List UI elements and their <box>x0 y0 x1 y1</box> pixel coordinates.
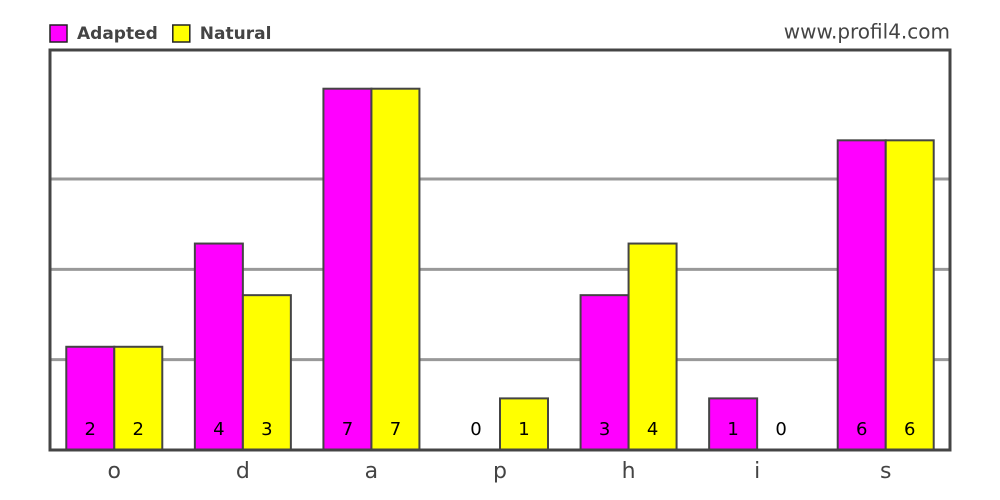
value-label: 2 <box>133 419 144 440</box>
bar <box>627 242 678 451</box>
bar <box>836 139 887 452</box>
x-tick-label: h <box>622 459 636 484</box>
value-label: 2 <box>85 419 96 440</box>
value-label: 6 <box>856 419 867 440</box>
value-label: 7 <box>342 419 353 440</box>
x-tick-label: a <box>365 459 378 484</box>
value-label: 3 <box>599 419 610 440</box>
x-tick-label: i <box>754 459 760 484</box>
value-label: 4 <box>213 419 224 440</box>
bar <box>193 242 244 451</box>
legend-swatch <box>49 24 68 43</box>
value-label: 0 <box>470 419 481 440</box>
plot-frame <box>48 48 952 452</box>
source: www.profil4.com <box>784 20 950 44</box>
bar <box>113 345 164 452</box>
value-label: 1 <box>727 419 738 440</box>
legend-label: Adapted <box>77 24 158 44</box>
value-label: 7 <box>390 419 401 440</box>
x-tick-label: o <box>108 459 121 484</box>
value-label: 6 <box>904 419 915 440</box>
x-tick-label: p <box>493 459 507 484</box>
bar <box>370 87 421 451</box>
bar <box>884 139 935 452</box>
value-label: 0 <box>775 419 786 440</box>
bar <box>708 397 759 451</box>
bar <box>65 345 116 452</box>
legend-label: Natural <box>200 24 272 44</box>
x-tick-label: d <box>236 459 250 484</box>
bar <box>322 87 373 451</box>
value-label: 4 <box>647 419 658 440</box>
value-label: 1 <box>518 419 529 440</box>
legend-swatch <box>172 24 191 43</box>
x-tick-label: s <box>880 459 891 484</box>
value-label: 3 <box>261 419 272 440</box>
